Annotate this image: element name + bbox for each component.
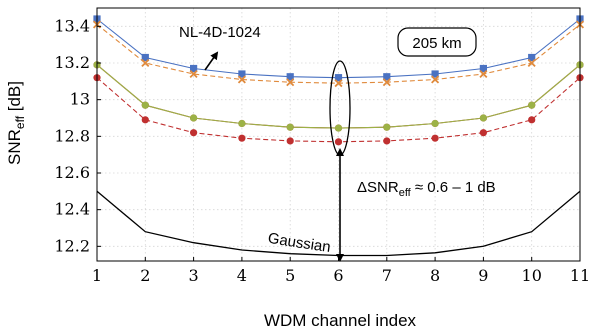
y-tick-label: 12.8 xyxy=(54,126,90,145)
grid xyxy=(96,8,581,261)
y-tick-label: 13.4 xyxy=(54,16,90,35)
series-0-point xyxy=(141,53,149,62)
series-1-point xyxy=(527,58,536,68)
series-1-point xyxy=(286,78,295,87)
y-tick-label: 12.4 xyxy=(54,200,90,219)
x-tick-label: 11 xyxy=(570,266,590,285)
axis-ticks: 1 2 3 4 5 6 7 8 9 10 11 12.2 12.4 12.6 12.8 13 13.2 13.4 xyxy=(54,16,590,285)
series-1-point xyxy=(431,75,440,84)
series-4-point xyxy=(238,119,246,128)
series-4-point xyxy=(528,101,536,109)
y-axis-label-sub: eff xyxy=(13,115,27,129)
series-4-point xyxy=(286,123,294,131)
y-axis-label: SNReff [dB] xyxy=(5,81,27,165)
series-4-point xyxy=(383,123,391,131)
series-1-point xyxy=(334,79,343,88)
y-tick-label: 12.6 xyxy=(54,163,90,182)
series-3-point xyxy=(431,134,439,142)
nl-4d-1024-label: NL-4D-1024 xyxy=(179,24,261,41)
series-1-point xyxy=(479,69,488,79)
y-axis-label-unit: [dB] xyxy=(5,81,24,116)
series-0-point xyxy=(238,70,246,78)
delta-snr-rest: ≈ 0.6 – 1 dB xyxy=(411,179,496,196)
x-tick-label: 10 xyxy=(522,266,542,285)
y-tick-label: 13.2 xyxy=(54,53,90,72)
series-0-point xyxy=(479,64,487,73)
series-0-point xyxy=(334,74,343,82)
distance-box xyxy=(397,27,477,57)
series-4-point xyxy=(190,114,198,122)
series-4-point xyxy=(479,114,487,122)
x-tick-label: 9 xyxy=(478,266,488,285)
series-4-point xyxy=(141,101,149,109)
series-3-point xyxy=(479,129,487,137)
series-3-point xyxy=(334,138,343,146)
series-1-point xyxy=(189,69,198,79)
x-tick-label: 6 xyxy=(333,266,343,285)
delta-snr-sub: eff xyxy=(399,187,412,199)
series-3-point xyxy=(383,137,391,145)
series-4-point xyxy=(431,119,439,128)
series-0-point xyxy=(383,73,391,81)
delta-snr-label: ΔSNReff ≈ 0.6 – 1 dB xyxy=(357,179,496,199)
series-4-point xyxy=(334,124,343,132)
y-axis-label-main: SNR xyxy=(5,129,24,165)
x-tick-label: 1 xyxy=(92,266,102,285)
y-tick-label: 12.2 xyxy=(54,236,90,255)
series-0-point xyxy=(286,73,294,81)
x-tick-label: 4 xyxy=(237,266,247,285)
x-tick-label: 2 xyxy=(140,266,150,285)
nl-arrow xyxy=(204,51,219,71)
series-0-point xyxy=(528,53,536,62)
x-tick-label: 3 xyxy=(189,266,199,285)
delta-snr-main: ΔSNR xyxy=(357,179,399,196)
distance-label: 205 km xyxy=(412,35,461,52)
series-1-point xyxy=(382,78,391,87)
x-tick-label: 5 xyxy=(285,266,295,285)
series-3-point xyxy=(141,116,149,124)
series-3-point xyxy=(238,134,246,142)
plot-frame xyxy=(96,7,581,262)
series-3-point xyxy=(286,137,294,145)
series-0-point xyxy=(190,64,198,73)
series-3-point xyxy=(528,116,536,124)
gaussian-modulation-label: Gaussian modulation xyxy=(0,0,332,256)
x-axis-label: WDM channel index xyxy=(264,311,417,330)
x-tick-label: 7 xyxy=(382,266,392,285)
series-1-point xyxy=(141,58,150,68)
series-0-point xyxy=(431,70,439,78)
series-3-point xyxy=(190,129,198,137)
series-1-point xyxy=(237,75,246,84)
y-tick-label: 13 xyxy=(70,90,90,109)
x-tick-label: 8 xyxy=(430,266,440,285)
